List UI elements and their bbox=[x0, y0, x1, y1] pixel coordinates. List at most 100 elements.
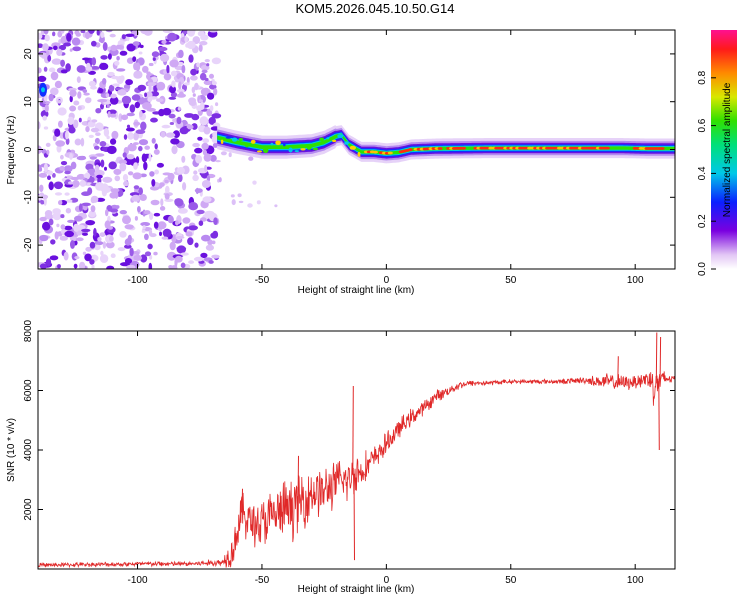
spectrogram-noise-blob bbox=[153, 221, 159, 229]
snr-y-label: SNR (10 * v/v) bbox=[6, 418, 17, 482]
spectrogram-noise-blob bbox=[102, 241, 107, 249]
spectrogram-noise-blob bbox=[44, 104, 49, 113]
spectrogram-noise-blob bbox=[116, 75, 124, 85]
snr-series-line bbox=[38, 371, 675, 569]
spectrogram-noise-blob bbox=[94, 145, 100, 150]
spectrogram-noise-blob bbox=[46, 50, 50, 56]
colorbar-ticks: 0.0 0.2 0.4 0.6 0.8 bbox=[697, 70, 716, 276]
spectrogram-noise-blob bbox=[38, 172, 48, 178]
spectrogram-noise-blob bbox=[77, 105, 82, 111]
spectrogram-noise-blob bbox=[170, 70, 178, 77]
spectrogram-noise-blob bbox=[193, 170, 198, 175]
spectrogram-noise-blob bbox=[204, 164, 208, 172]
snr-xtick-label: 100 bbox=[627, 575, 644, 586]
spectrogram-noise-blob bbox=[95, 108, 102, 114]
spectrogram-noise-blob bbox=[230, 194, 235, 198]
spectrogram-noise-blob bbox=[134, 101, 140, 109]
spectrogram-noise-blob bbox=[42, 43, 49, 51]
spectrogram-noise-blob bbox=[108, 109, 117, 115]
spectrogram-noise-blob bbox=[123, 180, 130, 187]
spectrogram-noise-blob bbox=[139, 110, 143, 118]
spectrogram-noise-blob bbox=[102, 42, 108, 51]
spectrogram-noise-blob bbox=[82, 232, 88, 236]
spectrogram-noise-blob bbox=[74, 30, 80, 35]
spectrogram-peak bbox=[300, 148, 306, 151]
spectrogram-noise-blob bbox=[79, 179, 86, 187]
spectrogram-noise-blob bbox=[186, 124, 194, 130]
spectrogram-noise-blob bbox=[178, 173, 183, 183]
spectrogram-noise-blob bbox=[176, 116, 182, 125]
spectrogram-noise-blob bbox=[95, 132, 101, 137]
spectrogram-noise-blob bbox=[209, 105, 214, 112]
spectrogram-noise-blob bbox=[99, 170, 105, 176]
spectrogram-noise-blob bbox=[69, 153, 73, 160]
spectrogram-noise-blob bbox=[178, 81, 182, 90]
spectrogram-noise-blob bbox=[91, 40, 97, 47]
spectrogram-noise-blob bbox=[125, 127, 135, 132]
spectrogram-noise-blob bbox=[110, 253, 116, 258]
spectrogram-noise-blob bbox=[121, 34, 126, 40]
spectrogram-noise-blob bbox=[78, 117, 82, 123]
spectrogram-noise-blob bbox=[114, 175, 121, 182]
spectrogram-noise-blob bbox=[60, 154, 64, 160]
spectrogram-noise-blob bbox=[127, 171, 134, 176]
spectrogram-noise-blob bbox=[109, 33, 116, 38]
spectrogram-noise-blob bbox=[178, 49, 184, 59]
chart-title: KOM5.2026.045.10.50.G14 bbox=[295, 1, 455, 16]
spectrogram-noise-blob bbox=[166, 64, 170, 74]
spectrogram-noise-blob bbox=[52, 134, 57, 142]
spectrogram-noise-blob bbox=[96, 30, 100, 36]
spectrogram-noise-blob bbox=[44, 210, 53, 217]
spectrogram-noise-blob bbox=[169, 122, 175, 125]
spectrogram-noise-blob bbox=[167, 172, 175, 181]
spectrogram-noise-blob bbox=[70, 240, 75, 249]
spectrogram-noise-blob bbox=[120, 114, 129, 121]
spectrogram-noise-blob bbox=[167, 215, 174, 224]
spectrogram-noise-blob bbox=[182, 30, 189, 35]
spectrogram-noise-blob bbox=[199, 72, 207, 81]
spectrogram-noise-blob bbox=[38, 164, 42, 172]
spectrogram-noise-blob bbox=[140, 254, 148, 263]
spectrogram-noise-blob bbox=[139, 44, 144, 49]
spectrogram-peak bbox=[319, 137, 325, 142]
spectrogram-noise-blob bbox=[116, 56, 120, 61]
spectrogram-noise-blob bbox=[47, 170, 54, 176]
spectrogram-noise-blob bbox=[160, 131, 166, 138]
spectrogram-noise-blob bbox=[231, 199, 236, 206]
spectrogram-noise-blob bbox=[88, 30, 95, 34]
spectrogram-noise-blob bbox=[179, 91, 184, 97]
spectrogram-edge-blob bbox=[41, 87, 45, 93]
spectrogram-noise-blob bbox=[70, 161, 77, 170]
spectrogram-noise-blob bbox=[38, 67, 42, 74]
spectrogram-noise-blob bbox=[237, 193, 242, 198]
spectrogram-noise-blob bbox=[133, 254, 142, 261]
spectrogram-noise-blob bbox=[142, 65, 149, 73]
spectrogram-peak bbox=[407, 148, 413, 152]
spectrogram-noise-blob bbox=[119, 50, 128, 56]
spectrogram-noise-blob bbox=[167, 32, 177, 42]
spectrogram-noise-blob bbox=[213, 217, 218, 225]
spectrogram-noise-blob bbox=[126, 264, 136, 269]
spectrogram-noise-blob bbox=[65, 63, 71, 72]
spectrogram-noise-blob bbox=[65, 130, 69, 140]
spectrogram-noise-blob bbox=[150, 117, 158, 123]
snr-spike bbox=[297, 455, 299, 505]
spectrogram-noise-blob bbox=[127, 234, 132, 242]
spectrogram-noise-blob bbox=[133, 162, 138, 170]
spectrogram-noise-blob bbox=[51, 58, 62, 65]
spectrogram-noise-blob bbox=[74, 215, 83, 222]
spectrogram-noise-blob bbox=[138, 145, 143, 152]
spectrogram-noise-blob bbox=[208, 30, 218, 33]
spectrogram-noise-blob bbox=[106, 205, 113, 212]
spectrogram-noise-blob bbox=[139, 194, 147, 201]
spectrogram-noise-blob bbox=[113, 168, 122, 175]
spectrogram-noise-blob bbox=[85, 220, 96, 226]
spectrogram-noise-blob bbox=[186, 76, 190, 84]
spectrogram-noise-blob bbox=[100, 159, 105, 168]
spectrogram-noise-blob bbox=[51, 42, 61, 48]
spectrogram-noise-blob bbox=[156, 81, 166, 91]
spectrogram-noise-blob bbox=[108, 84, 115, 92]
spectrogram-noise-blob bbox=[132, 172, 142, 180]
spectrogram-peak bbox=[275, 140, 281, 146]
spectrogram-noise-blob bbox=[123, 84, 131, 90]
